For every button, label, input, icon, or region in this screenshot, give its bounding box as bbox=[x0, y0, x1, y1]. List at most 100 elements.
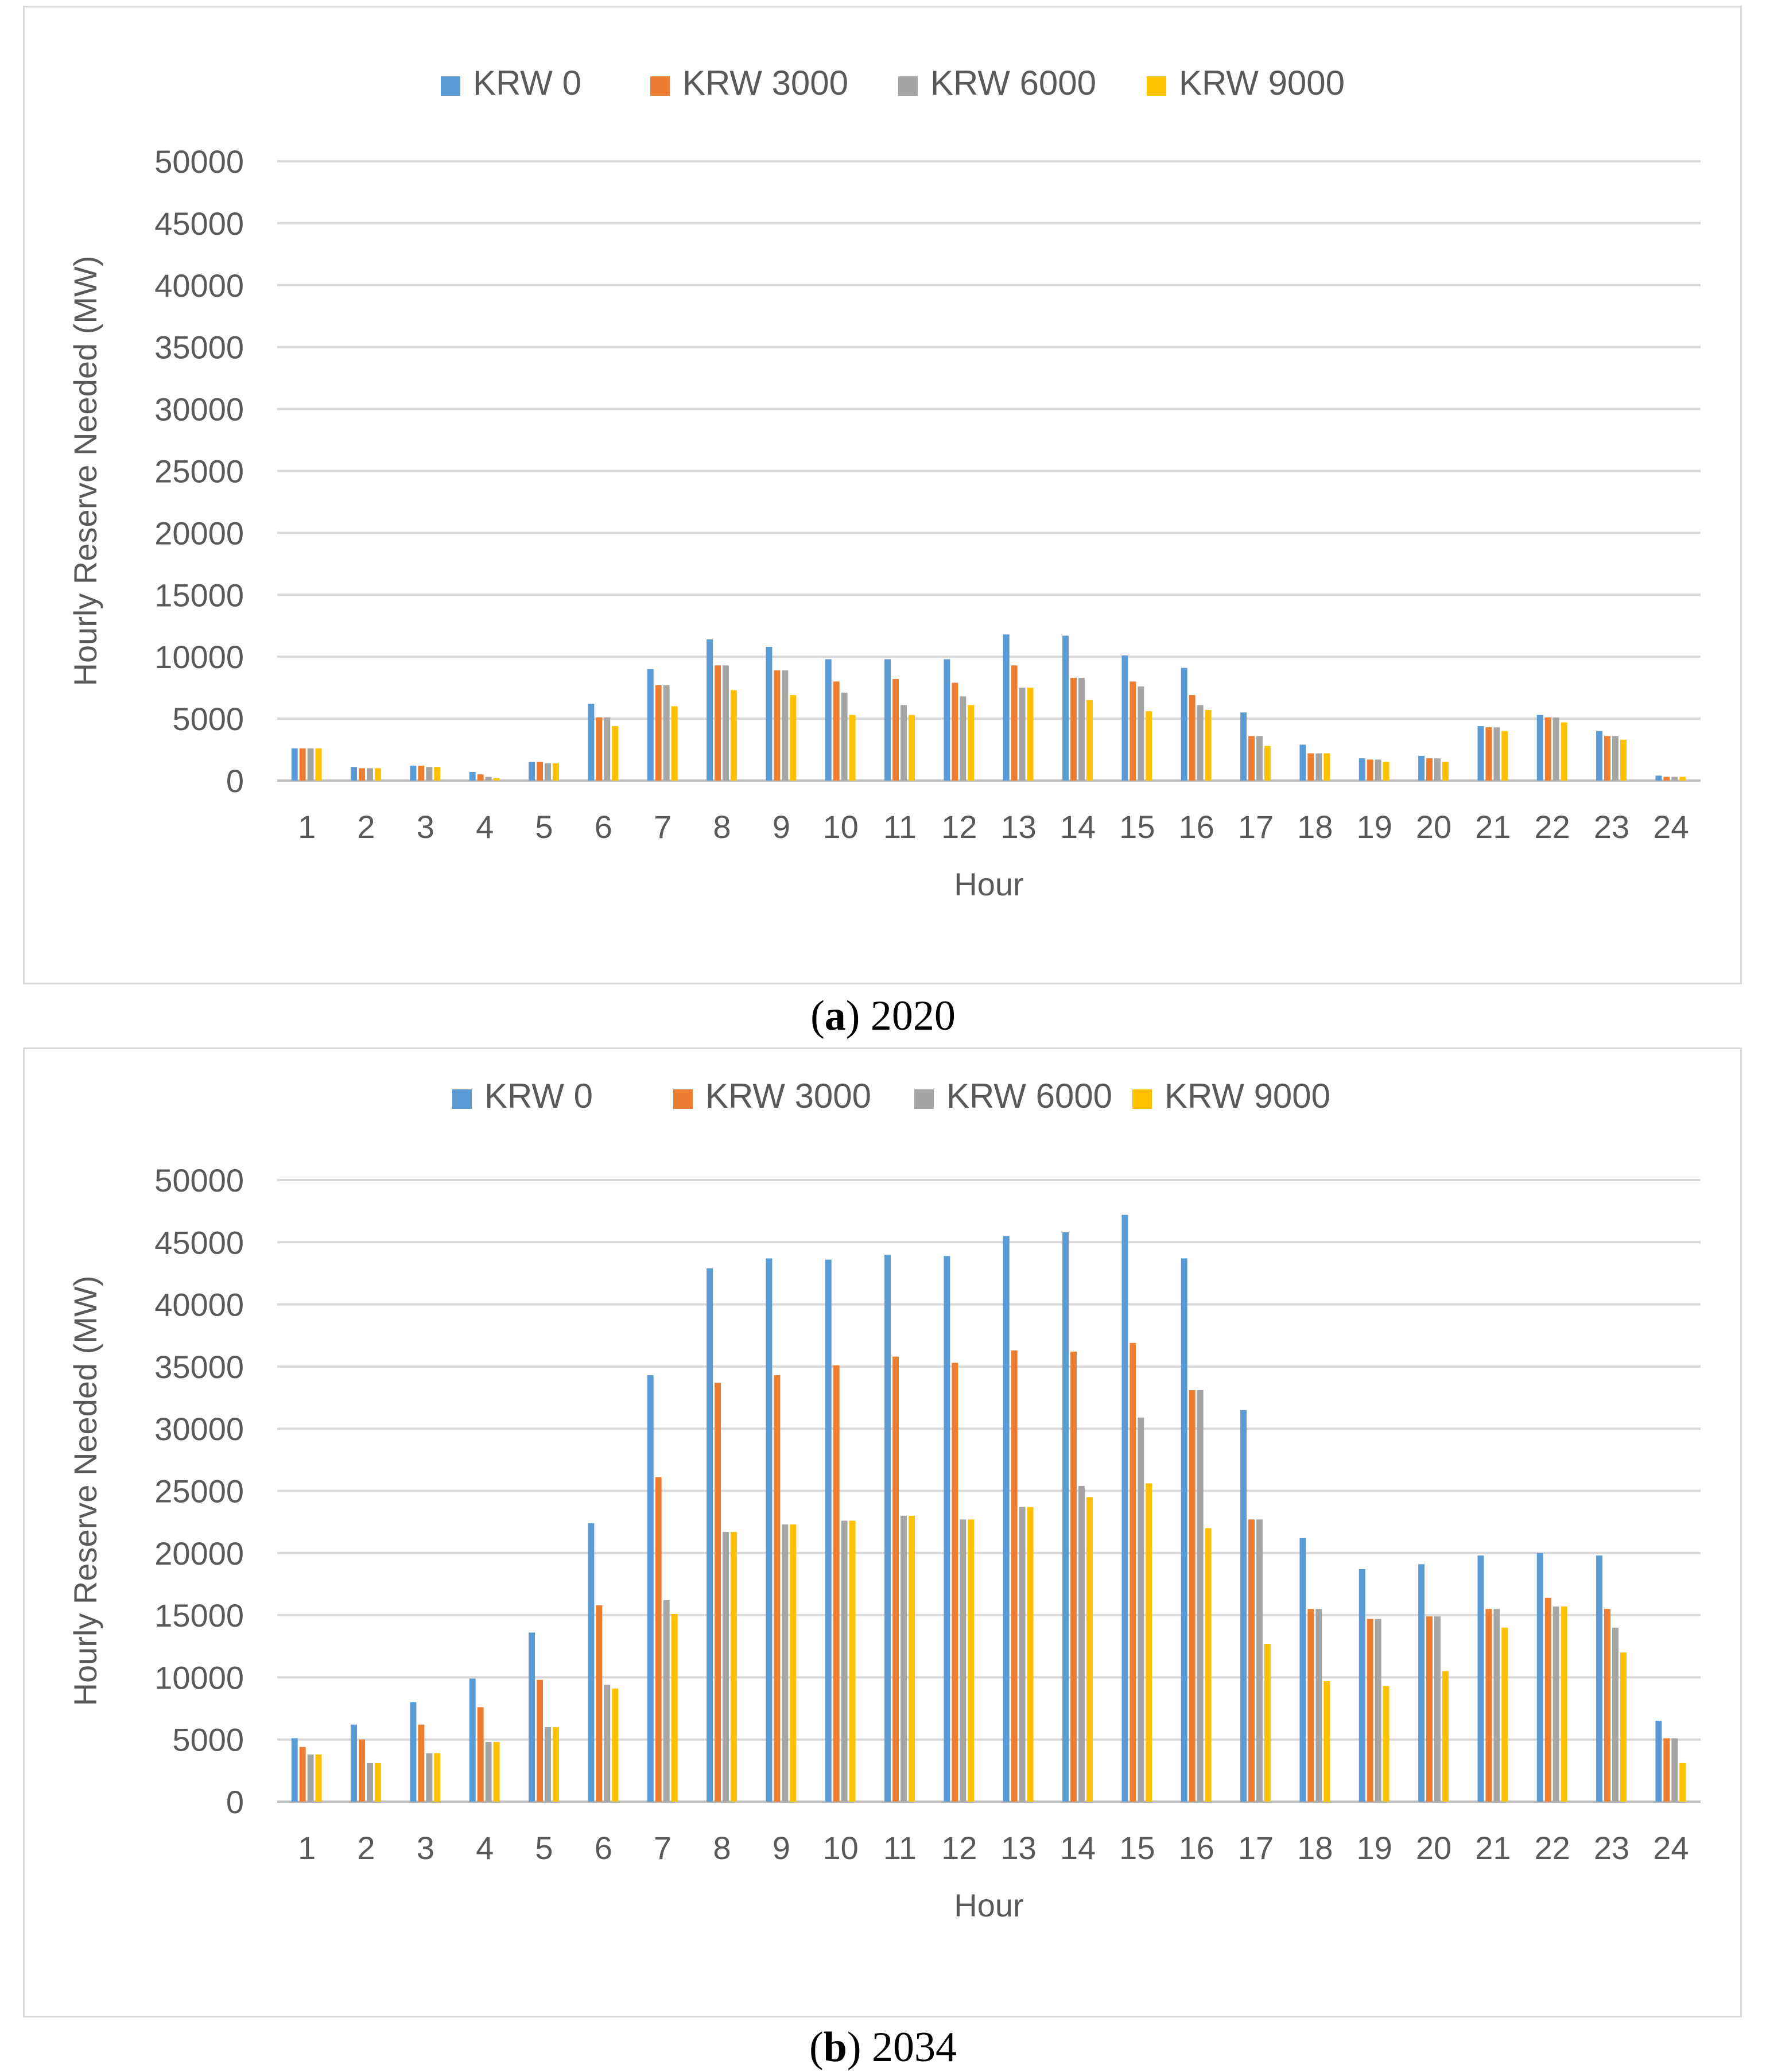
bar-krw-3000 bbox=[477, 1707, 484, 1802]
bar-krw-6000 bbox=[1019, 688, 1026, 781]
x-tick-label: 6 bbox=[595, 809, 612, 845]
x-tick-label: 7 bbox=[654, 809, 672, 845]
bar-krw-0 bbox=[707, 639, 713, 781]
bar-krw-0 bbox=[410, 1702, 417, 1802]
bar-krw-6000 bbox=[841, 692, 848, 781]
bar-krw-6000 bbox=[1078, 677, 1085, 781]
caption-letter: a bbox=[824, 992, 846, 1039]
bar-krw-3000 bbox=[1663, 1738, 1670, 1802]
x-tick-label: 1 bbox=[298, 1830, 316, 1866]
bar-krw-9000 bbox=[552, 763, 559, 781]
bar-krw-9000 bbox=[1323, 753, 1330, 781]
legend-label: KRW 0 bbox=[473, 64, 581, 102]
legend-label: KRW 9000 bbox=[1165, 1077, 1330, 1115]
x-tick-label: 12 bbox=[941, 809, 977, 845]
bar-krw-6000 bbox=[307, 1754, 314, 1802]
bar-krw-3000 bbox=[892, 679, 899, 781]
x-tick-label: 18 bbox=[1297, 1830, 1333, 1866]
bar-krw-0 bbox=[884, 1254, 891, 1802]
bar-krw-9000 bbox=[374, 1763, 381, 1802]
x-tick-label: 22 bbox=[1535, 1830, 1570, 1866]
x-tick-label: 8 bbox=[713, 809, 731, 845]
bar-krw-0 bbox=[647, 1375, 654, 1802]
x-axis-title: Hour bbox=[954, 866, 1023, 902]
caption-2034: (b) 2034 bbox=[809, 2024, 957, 2071]
bar-krw-6000 bbox=[1493, 1609, 1500, 1802]
bar-krw-3000 bbox=[596, 717, 603, 781]
bar-krw-9000 bbox=[849, 1520, 856, 1802]
bar-krw-0 bbox=[1003, 1236, 1010, 1802]
y-tick-label: 10000 bbox=[154, 639, 244, 675]
bar-krw-3000 bbox=[537, 1679, 543, 1802]
bar-krw-0 bbox=[1181, 1258, 1187, 1802]
bar-krw-6000 bbox=[1612, 1627, 1618, 1802]
legend-label: KRW 6000 bbox=[946, 1077, 1112, 1115]
bar-krw-0 bbox=[944, 1256, 950, 1802]
x-tick-label: 8 bbox=[713, 1830, 731, 1866]
caption-text: ) 2034 bbox=[847, 2024, 957, 2071]
bar-krw-0 bbox=[1062, 1232, 1069, 1802]
x-tick-label: 7 bbox=[654, 1830, 672, 1866]
y-tick-label: 25000 bbox=[154, 1473, 244, 1510]
bar-krw-0 bbox=[351, 767, 358, 781]
bar-krw-3000 bbox=[1604, 736, 1610, 781]
bar-krw-9000 bbox=[908, 715, 915, 781]
bar-krw-6000 bbox=[545, 763, 551, 781]
y-tick-label: 25000 bbox=[154, 453, 244, 490]
bar-krw-6000 bbox=[604, 717, 611, 781]
bar-krw-3000 bbox=[1248, 736, 1255, 781]
bar-krw-0 bbox=[1003, 634, 1010, 781]
y-tick-label: 45000 bbox=[154, 1224, 244, 1260]
bar-krw-3000 bbox=[1485, 1609, 1492, 1802]
bar-krw-6000 bbox=[723, 1531, 729, 1802]
bar-krw-9000 bbox=[493, 1742, 500, 1802]
bar-krw-9000 bbox=[1679, 777, 1686, 781]
x-tick-label: 15 bbox=[1119, 1830, 1155, 1866]
bar-krw-3000 bbox=[596, 1605, 603, 1802]
bar-krw-3000 bbox=[299, 748, 306, 781]
x-tick-label: 13 bbox=[1001, 809, 1037, 845]
bar-krw-6000 bbox=[663, 685, 670, 781]
chart-panel-2020: 0 5000 10000 15000 20000 25000 30000 35000 40000… bbox=[23, 6, 1742, 984]
bar-krw-6000 bbox=[1552, 1606, 1559, 1802]
bar-krw-3000 bbox=[477, 774, 484, 781]
bar-krw-9000 bbox=[374, 768, 381, 781]
bar-chart-2034: 0 5000 10000 15000 20000 25000 30000 35000 40000… bbox=[67, 1077, 1701, 1923]
bar-krw-3000 bbox=[299, 1747, 306, 1802]
x-tick-label: 23 bbox=[1594, 1830, 1629, 1866]
y-tick-label: 10000 bbox=[154, 1659, 244, 1695]
bar-krw-6000 bbox=[426, 767, 433, 781]
bar-krw-3000 bbox=[833, 681, 840, 781]
bar-krw-6000 bbox=[1315, 753, 1322, 781]
bar-krw-3000 bbox=[1307, 753, 1314, 781]
caption-letter: b bbox=[823, 2024, 847, 2071]
bar-krw-3000 bbox=[418, 1724, 425, 1802]
x-tick-label: 11 bbox=[883, 809, 917, 845]
bar-krw-3000 bbox=[892, 1356, 899, 1802]
x-tick-label: 3 bbox=[417, 1830, 434, 1866]
x-tick-label: 2 bbox=[357, 809, 375, 845]
y-tick-label: 0 bbox=[226, 763, 244, 799]
bar-krw-9000 bbox=[1205, 1528, 1212, 1802]
bar-krw-9000 bbox=[1383, 1686, 1389, 1802]
bar-krw-6000 bbox=[1256, 736, 1263, 781]
bar-krw-0 bbox=[647, 669, 654, 781]
bar-krw-9000 bbox=[671, 706, 678, 781]
bar-krw-3000 bbox=[1011, 665, 1018, 781]
bar-krw-0 bbox=[1359, 758, 1365, 781]
legend-swatch bbox=[452, 1089, 472, 1109]
bar-krw-6000 bbox=[841, 1520, 848, 1802]
bar-krw-6000 bbox=[1552, 717, 1559, 781]
bar-krw-6000 bbox=[1612, 736, 1618, 781]
bar-krw-3000 bbox=[1130, 1342, 1136, 1802]
bar-krw-3000 bbox=[1485, 727, 1492, 781]
bar-krw-0 bbox=[588, 1523, 595, 1802]
y-tick-label: 50000 bbox=[154, 1162, 244, 1198]
bar-krw-9000 bbox=[1383, 762, 1389, 781]
bar-krw-9000 bbox=[908, 1515, 915, 1802]
bar-krw-0 bbox=[1477, 1555, 1484, 1802]
bar-krw-0 bbox=[1477, 726, 1484, 781]
x-tick-label: 5 bbox=[535, 1830, 553, 1866]
x-axis-title: Hour bbox=[954, 1887, 1023, 1923]
bar-krw-6000 bbox=[545, 1727, 551, 1802]
